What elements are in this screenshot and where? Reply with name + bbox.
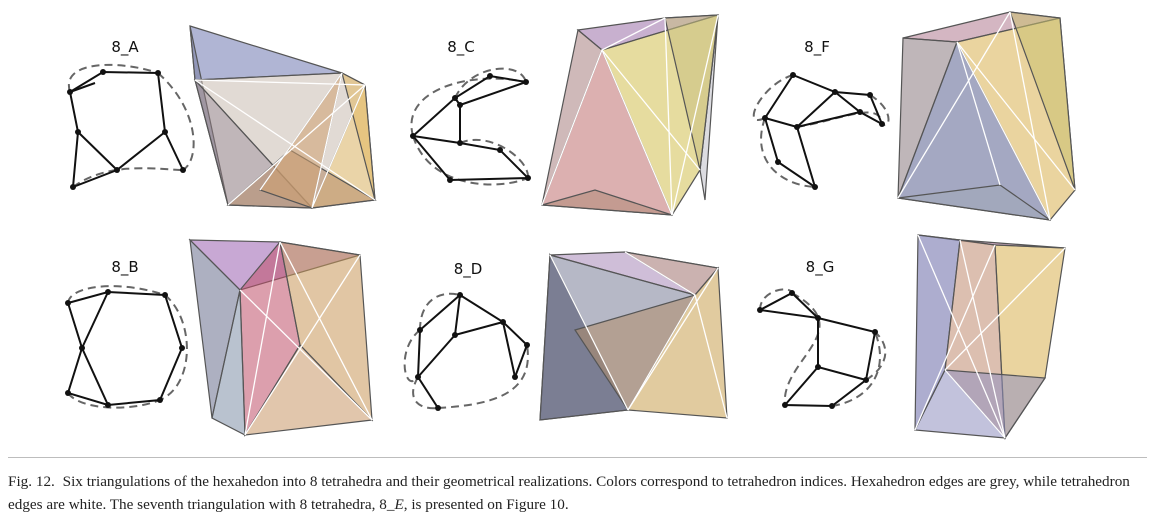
graph-8c — [410, 67, 531, 186]
panel-label-8f: 8_F — [804, 38, 830, 56]
caption-italic-e: _E — [386, 496, 404, 513]
panel-label-8b: 8_B — [111, 258, 139, 276]
caption-text: Six triangulations of the hexahedon into… — [8, 473, 1130, 513]
graph-8d — [403, 292, 530, 411]
panel-label-8a: 8_A — [111, 38, 139, 56]
graph-8a-dashed — [67, 63, 195, 188]
hexahedron-8d — [539, 251, 728, 421]
panel-label-8g: 8_G — [805, 258, 835, 276]
graph-8a-vertices — [67, 69, 186, 190]
graph-8f — [752, 72, 890, 190]
caption-divider — [8, 457, 1147, 458]
graph-8g — [757, 288, 887, 409]
figure-caption: Fig. 12. Six triangulations of the hexah… — [8, 470, 1148, 516]
hexahedron-8c — [541, 14, 719, 217]
caption-text-end: , is presented on Figure 10. — [403, 496, 569, 513]
panel-label-8d: 8_D — [453, 260, 483, 278]
figure: 8_A — [65, 11, 1076, 440]
panel-label-8c: 8_C — [447, 38, 475, 56]
hexahedron-8g — [914, 234, 1066, 440]
graph-8a — [67, 63, 195, 190]
hexahedron-8b — [188, 238, 374, 438]
caption-figure-number: Fig. 12. — [8, 473, 55, 490]
hexahedron-8a — [189, 25, 377, 210]
graph-8b — [65, 285, 188, 409]
hexahedron-8f — [897, 11, 1076, 222]
